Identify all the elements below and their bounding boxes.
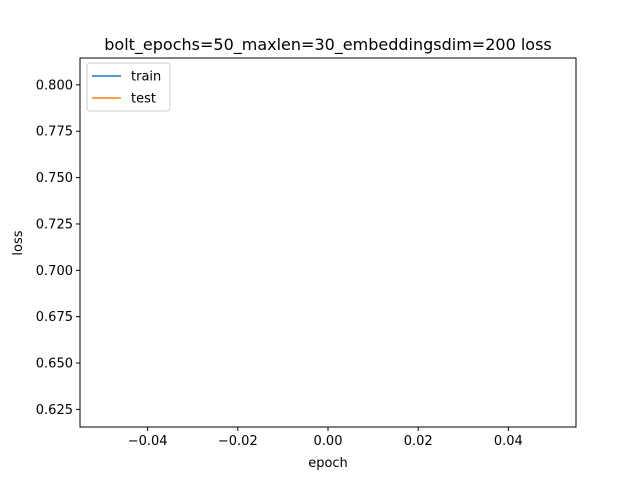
plot-area bbox=[79, 57, 577, 428]
legend-label-test: test bbox=[131, 92, 156, 107]
x-tick-label: 0.02 bbox=[404, 434, 433, 449]
y-tick-label: 0.700 bbox=[36, 264, 73, 279]
x-tick-label: 0.04 bbox=[494, 434, 523, 449]
y-axis-ticks: 0.625 0.650 0.675 0.700 0.725 0.750 0.775 0.800 bbox=[36, 78, 80, 418]
y-tick-label: 0.800 bbox=[36, 78, 73, 93]
legend-frame bbox=[86, 62, 171, 112]
legend-label-train: train bbox=[131, 70, 161, 85]
y-tick-label: 0.750 bbox=[36, 171, 73, 186]
x-axis-label: epoch bbox=[308, 456, 348, 471]
y-tick-label: 0.725 bbox=[36, 217, 73, 232]
legend-entries: train test bbox=[92, 70, 161, 107]
chart-title: bolt_epochs=50_maxlen=30_embeddingsdim=2… bbox=[104, 35, 552, 55]
y-tick-label: 0.650 bbox=[36, 357, 73, 372]
x-tick-label: −0.04 bbox=[128, 434, 168, 449]
legend: train test bbox=[86, 62, 171, 112]
y-axis-label: loss bbox=[11, 230, 26, 255]
x-tick-label: 0.00 bbox=[314, 434, 343, 449]
y-tick-label: 0.625 bbox=[36, 403, 73, 418]
y-tick-label: 0.675 bbox=[36, 310, 73, 325]
y-tick-label: 0.775 bbox=[36, 125, 73, 140]
x-axis-ticks: −0.04 −0.02 0.00 0.02 0.04 bbox=[128, 427, 523, 449]
x-tick-label: −0.02 bbox=[218, 434, 258, 449]
